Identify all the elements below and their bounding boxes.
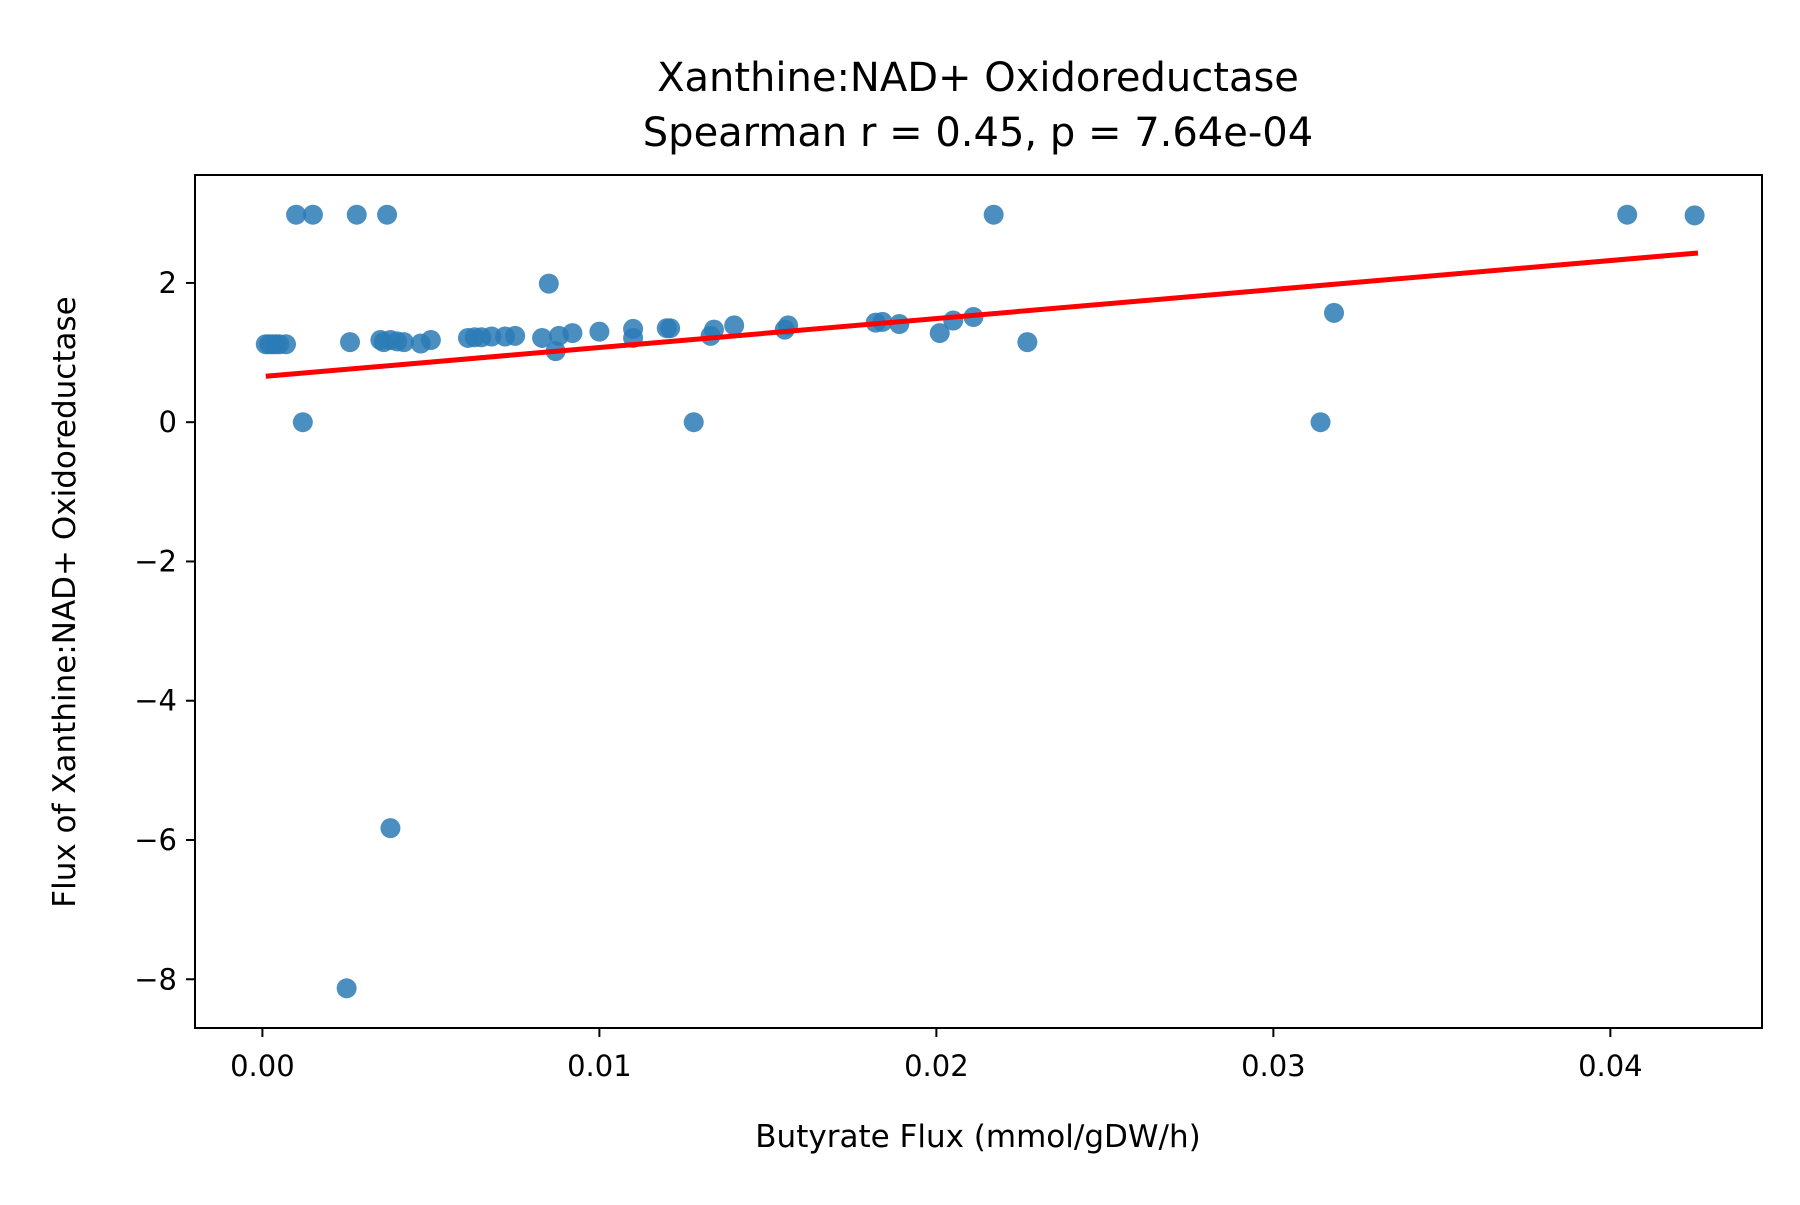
y-axis-label: Flux of Xanthine:NAD+ Oxidoreductase: [47, 296, 83, 907]
x-tick-label: 0.04: [1578, 1049, 1643, 1083]
data-point: [275, 334, 296, 355]
plot-frame: [194, 174, 1763, 1029]
data-point: [1617, 204, 1638, 225]
x-tick-label: 0.03: [1241, 1049, 1306, 1083]
data-point: [380, 818, 401, 839]
data-point: [943, 310, 964, 331]
data-point: [505, 325, 526, 346]
chart-subtitle: Spearman r = 0.45, p = 7.64e-04: [643, 110, 1313, 156]
data-point: [377, 204, 398, 225]
data-point: [286, 204, 307, 225]
data-point: [623, 318, 644, 339]
points-layer: [255, 204, 1705, 999]
y-tick-label: 0: [159, 405, 177, 439]
data-point: [336, 978, 357, 999]
data-point: [724, 315, 745, 336]
y-tick-label: −4: [134, 684, 177, 718]
y-axis-ticks: 2 0 −2 −4 −6 −8: [134, 266, 195, 996]
data-point: [929, 323, 950, 344]
x-tick-label: 0.01: [567, 1049, 632, 1083]
data-point: [538, 273, 559, 294]
data-point: [983, 204, 1004, 225]
data-point: [1310, 412, 1331, 433]
fit-line-layer: [265, 250, 1699, 379]
data-point: [683, 412, 704, 433]
data-point: [1017, 332, 1038, 353]
y-tick-label: 2: [159, 266, 177, 300]
data-point: [393, 332, 414, 353]
data-point: [1684, 205, 1705, 226]
data-point: [302, 204, 323, 225]
data-point: [292, 412, 313, 433]
x-tick-label: 0.00: [230, 1049, 295, 1083]
y-tick-label: −6: [134, 823, 177, 857]
data-point: [703, 319, 724, 340]
data-point: [532, 327, 553, 348]
data-point: [340, 332, 361, 353]
data-point: [346, 204, 367, 225]
y-tick-label: −8: [134, 962, 177, 996]
data-point: [562, 323, 583, 344]
y-tick-label: −2: [134, 544, 177, 578]
data-point: [420, 330, 441, 351]
x-axis-ticks: 0.00 0.01 0.02 0.03 0.04: [230, 1028, 1643, 1083]
chart-title: Xanthine:NAD+ Oxidoreductase: [657, 55, 1299, 101]
x-axis-label: Butyrate Flux (mmol/gDW/h): [755, 1119, 1200, 1155]
data-point: [1324, 302, 1345, 323]
regression-line: [265, 250, 1699, 379]
data-point: [589, 321, 610, 342]
data-point: [660, 318, 681, 339]
x-tick-label: 0.02: [904, 1049, 969, 1083]
